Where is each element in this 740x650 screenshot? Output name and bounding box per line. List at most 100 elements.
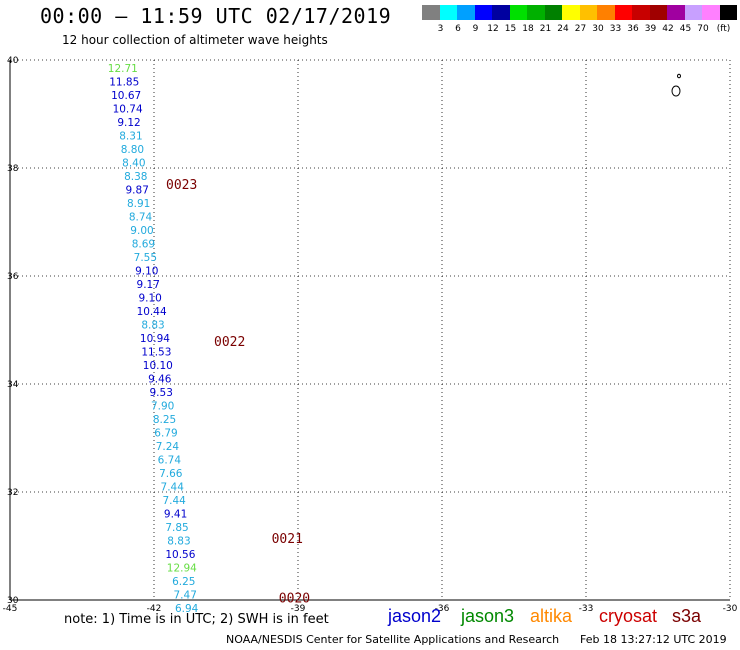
wave-height-value: 10.44 (137, 306, 167, 318)
wave-height-value: 7.44 (162, 495, 186, 507)
scale-swatch (667, 5, 685, 20)
wave-height-value: 9.12 (117, 117, 140, 129)
scale-swatch (614, 5, 632, 20)
x-tick-label: -36 (435, 604, 450, 614)
wave-height-value: 6.74 (158, 455, 182, 467)
scale-swatch (544, 5, 562, 20)
scale-label: 12 (487, 24, 499, 34)
scale-label: 39 (644, 24, 657, 34)
footer-credit: NOAA/NESDIS Center for Satellite Applica… (226, 633, 560, 646)
y-tick-label: 38 (7, 164, 19, 174)
wave-height-value: 8.40 (122, 158, 145, 170)
wave-height-value: 7.90 (151, 401, 174, 413)
scale-swatch (492, 5, 510, 20)
scale-swatch (422, 5, 440, 20)
wave-height-value: 7.47 (174, 590, 197, 602)
legend-s3a: s3a (672, 606, 702, 626)
wave-height-value: 10.56 (165, 549, 195, 561)
scale-swatch (702, 5, 720, 20)
scale-label: 30 (592, 24, 604, 34)
scale-label: 15 (504, 24, 517, 34)
page-title: 00:00 – 11:59 UTC 02/17/2019 (40, 4, 392, 28)
scale-swatch (579, 5, 597, 20)
wave-height-value: 9.46 (148, 374, 172, 386)
wave-height-value: 8.80 (121, 144, 144, 156)
scale-label: 3 (437, 24, 444, 34)
x-tick-label: -30 (723, 604, 738, 614)
scale-label: 9 (472, 24, 479, 34)
pass-id-label: 0023 (166, 178, 197, 193)
scale-swatch (439, 5, 457, 20)
wave-height-value: 7.44 (161, 482, 185, 494)
wave-height-value: 6.94 (175, 603, 199, 615)
wave-height-value: 6.25 (172, 576, 195, 588)
scale-label: 33 (609, 24, 622, 34)
scale-label: 27 (574, 24, 587, 34)
wave-height-value: 6.79 (154, 428, 177, 440)
wave-height-value: 8.25 (153, 414, 176, 426)
footer-timestamp: Feb 18 13:27:12 UTC 2019 (580, 633, 727, 646)
scale-label: 6 (455, 24, 461, 34)
wave-height-value: 8.83 (167, 536, 190, 548)
scale-swatch (597, 5, 615, 20)
scale-unit-label: (ft) (716, 24, 731, 34)
scale-swatch (649, 5, 667, 20)
y-tick-label: 34 (7, 380, 19, 390)
scale-swatch (684, 5, 702, 20)
y-tick-label: 40 (7, 56, 19, 66)
scale-swatch (562, 5, 580, 20)
wave-height-value: 9.41 (164, 509, 187, 521)
wave-height-value: 7.85 (165, 522, 188, 534)
pass-id-label: 0020 (279, 591, 310, 606)
wave-height-value: 9.87 (126, 185, 149, 197)
wave-height-value: 8.74 (129, 212, 153, 224)
scale-swatch (509, 5, 527, 20)
legend-jason2: jason2 (388, 606, 442, 626)
wave-height-value: 10.74 (113, 104, 143, 116)
legend-altika: altika (530, 606, 573, 626)
scale-swatch (632, 5, 650, 20)
wave-height-value: 7.24 (156, 441, 180, 453)
x-tick-label: -33 (579, 604, 594, 614)
note-text: note: 1) Time is in UTC; 2) SWH is in fe… (64, 612, 329, 627)
wave-height-value: 8.91 (127, 198, 150, 210)
x-tick-label: -42 (147, 604, 162, 614)
wave-height-value: 10.10 (143, 360, 173, 372)
x-tick-label: -45 (3, 604, 18, 614)
scale-label: 24 (557, 24, 569, 34)
scale-swatch (457, 5, 475, 20)
scale-label: 36 (627, 24, 639, 34)
wave-height-value: 8.38 (124, 171, 147, 183)
scale-swatch (474, 5, 492, 20)
wave-height-value: 12.94 (167, 563, 197, 575)
wave-height-value: 9.00 (130, 225, 153, 237)
wave-height-value: 7.55 (134, 252, 157, 264)
scale-label: 21 (539, 24, 552, 34)
scale-swatch (527, 5, 545, 20)
wave-height-value: 9.17 (137, 279, 160, 291)
wave-height-value: 8.83 (141, 320, 164, 332)
legend-jason3: jason3 (461, 606, 515, 626)
wave-height-value: 10.94 (140, 333, 170, 345)
wave-height-value: 11.85 (109, 77, 139, 89)
wave-height-value: 9.10 (138, 293, 161, 305)
island-shape (671, 85, 681, 97)
y-tick-label: 30 (7, 596, 19, 606)
y-tick-label: 36 (7, 272, 19, 282)
wave-height-value: 10.67 (111, 90, 141, 102)
pass-id-label: 0021 (272, 532, 303, 547)
wave-height-value: 9.53 (150, 387, 173, 399)
wave-height-value: 7.66 (159, 468, 183, 480)
scale-label: 18 (522, 24, 534, 34)
wave-height-value: 9.10 (135, 266, 158, 278)
scale-swatch (719, 5, 737, 20)
wave-height-value: 11.53 (141, 347, 171, 359)
scale-label: 70 (697, 24, 709, 34)
pass-id-label: 0022 (214, 335, 245, 350)
wave-height-value: 8.69 (132, 239, 155, 251)
island-shape (677, 73, 681, 79)
wave-height-value: 12.71 (108, 63, 138, 75)
scale-label: 45 (679, 24, 692, 34)
